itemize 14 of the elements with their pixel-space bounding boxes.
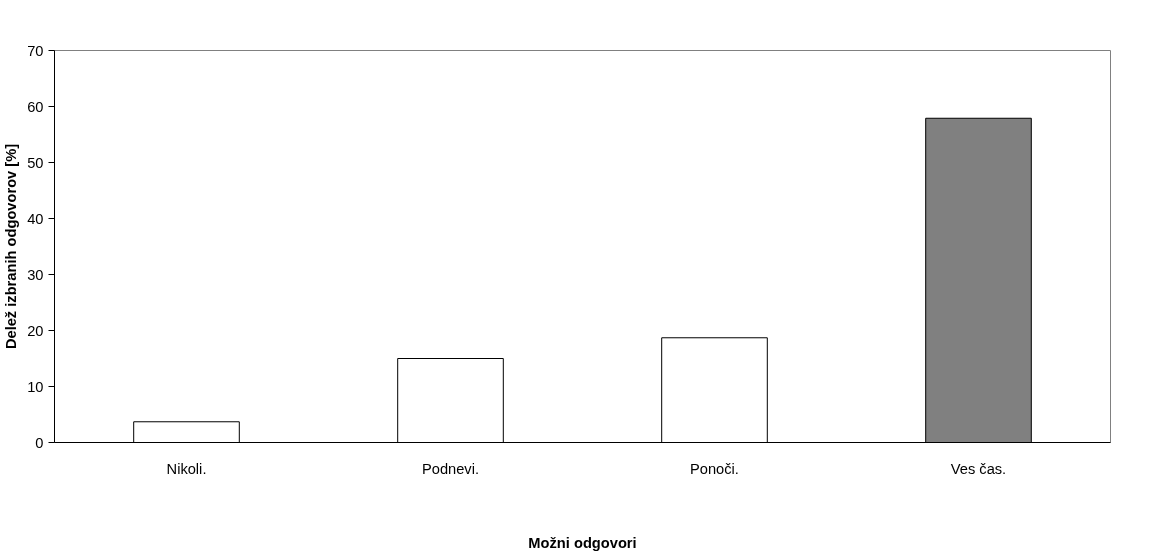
- y-tick-label: 10: [27, 378, 44, 395]
- x-tick-label: Ponoči.: [690, 460, 739, 477]
- y-tick-label: 40: [27, 210, 44, 227]
- y-tick-label: 60: [27, 98, 44, 115]
- x-tick-label: Podnevi.: [421, 460, 480, 477]
- x-tick-label: Ves čas.: [950, 460, 1007, 477]
- y-tick-label: 30: [27, 266, 44, 283]
- y-axis-title: Delež izbranih odgovorov [%]: [3, 143, 20, 350]
- y-tick-label: 70: [27, 42, 44, 59]
- y-tick-label: 20: [27, 322, 44, 339]
- x-axis-title: Možni odgovori: [528, 534, 637, 551]
- y-tick-label: 0: [35, 434, 44, 451]
- y-tick-label: 50: [27, 154, 44, 171]
- x-tick-label: Nikoli.: [166, 460, 207, 477]
